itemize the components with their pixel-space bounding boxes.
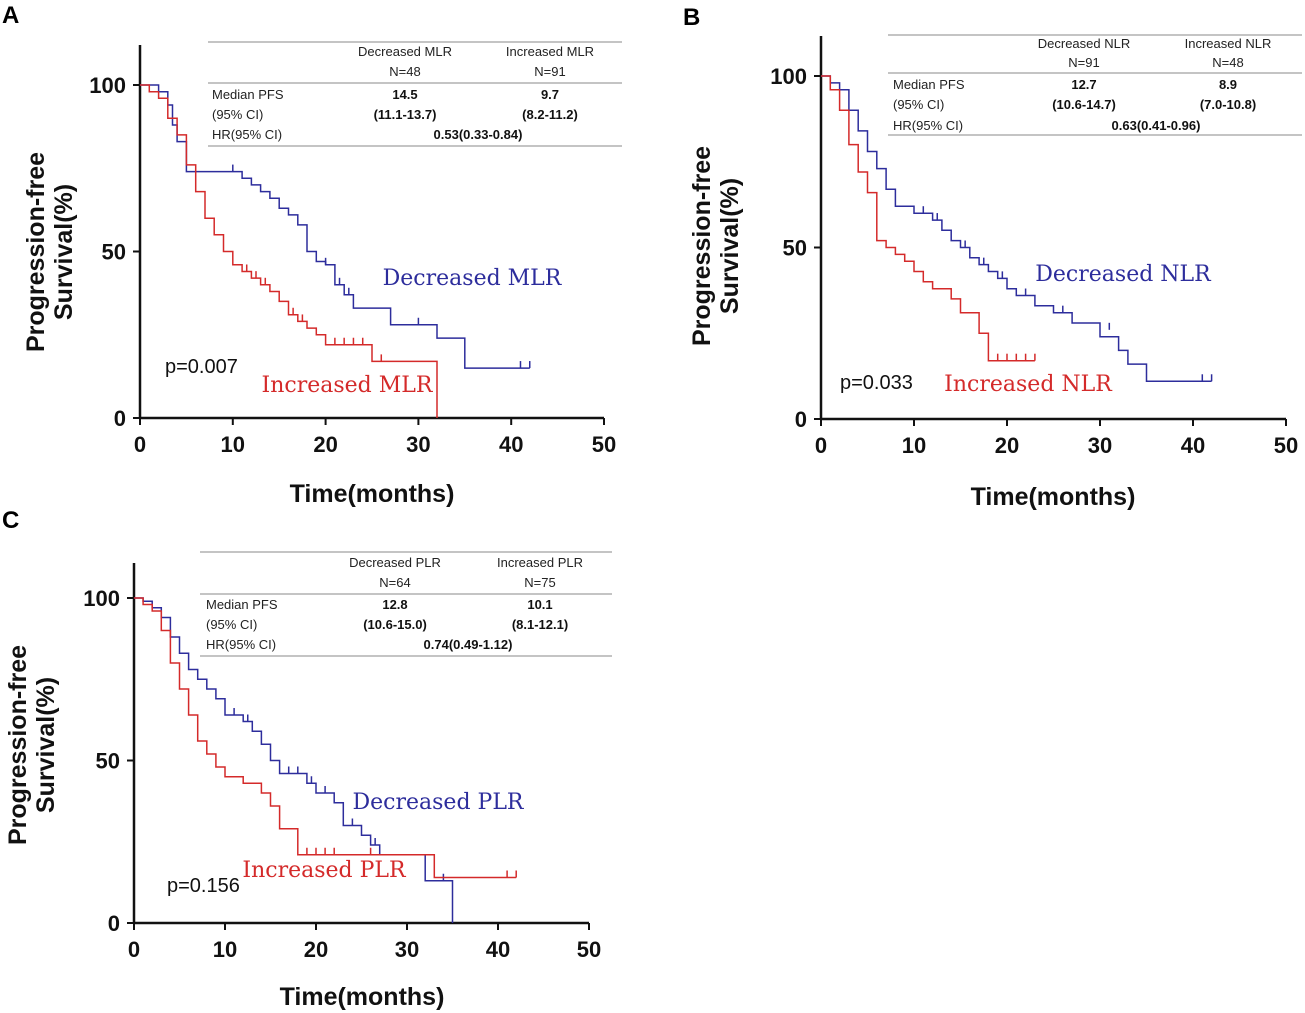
table-row3-label: HR(95% CI) bbox=[893, 118, 963, 133]
km-chart-b: 0 10 20 30 40 50 0 50 100 Time(months) Progressi… bbox=[688, 34, 1302, 511]
label-decreased: Decreased MLR bbox=[383, 266, 563, 291]
table-col1-head: Decreased PLR bbox=[349, 555, 441, 570]
table-row2-v2: (7.0-10.8) bbox=[1200, 97, 1256, 112]
y-axis-title-line1: Progression-free bbox=[4, 645, 32, 845]
y-tick-label: 50 bbox=[96, 749, 120, 774]
ticks-group: 0 10 20 30 40 50 0 50 100 bbox=[89, 73, 616, 457]
y-tick-label: 50 bbox=[102, 240, 126, 265]
curves-group bbox=[134, 597, 517, 923]
table-row1-label: Median PFS bbox=[206, 597, 278, 612]
x-tick-label: 10 bbox=[902, 433, 926, 458]
x-tick-label: 0 bbox=[128, 937, 140, 962]
table-row2-v1: (11.1-13.7) bbox=[374, 107, 437, 122]
table-row1-v2: 10.1 bbox=[527, 597, 552, 612]
km-chart-a: 0 10 20 30 40 50 0 50 100 Time(months) Progressi… bbox=[22, 41, 622, 508]
x-tick-label: 50 bbox=[577, 937, 601, 962]
panel-c: C 0 10 20 30 40 50 0 50 100 Time(months) Progres… bbox=[0, 505, 640, 1013]
curve-increased-mlr bbox=[140, 84, 438, 418]
x-tick-label: 10 bbox=[213, 937, 237, 962]
table-col1-head: Decreased NLR bbox=[1038, 36, 1131, 51]
table-row3-label: HR(95% CI) bbox=[206, 637, 276, 652]
x-tick-label: 30 bbox=[406, 432, 430, 457]
x-tick-label: 50 bbox=[592, 432, 616, 457]
table-col1-head: Decreased MLR bbox=[358, 44, 452, 59]
y-tick-label: 100 bbox=[83, 586, 120, 611]
x-tick-label: 20 bbox=[304, 937, 328, 962]
ticks-group: 0 10 20 30 40 50 0 50 100 bbox=[83, 586, 601, 962]
km-chart-c: 0 10 20 30 40 50 0 50 100 Time(months) Progressi… bbox=[4, 551, 612, 1011]
table-row2-v1: (10.6-14.7) bbox=[1052, 97, 1116, 112]
panel-letter: B bbox=[683, 4, 701, 31]
table-row2-v2: (8.1-12.1) bbox=[512, 617, 568, 632]
x-tick-label: 40 bbox=[499, 432, 523, 457]
table-row2-label: (95% CI) bbox=[212, 107, 263, 122]
table-row2-label: (95% CI) bbox=[893, 97, 944, 112]
table-row1-v2: 8.9 bbox=[1219, 77, 1237, 92]
x-tick-label: 40 bbox=[1181, 433, 1205, 458]
table-row3-value: 0.74(0.49-1.12) bbox=[424, 637, 513, 652]
table-col1-n: N=64 bbox=[379, 575, 410, 590]
x-tick-label: 20 bbox=[313, 432, 337, 457]
table-col2-head: Increased PLR bbox=[497, 555, 583, 570]
table-col2-head: Increased MLR bbox=[506, 44, 594, 59]
table-row2-v2: (8.2-11.2) bbox=[522, 107, 578, 122]
x-tick-label: 10 bbox=[221, 432, 245, 457]
y-tick-label: 100 bbox=[770, 64, 807, 89]
x-tick-label: 50 bbox=[1274, 433, 1298, 458]
curve-increased-nlr bbox=[821, 75, 1035, 362]
table-row2-label: (95% CI) bbox=[206, 617, 257, 632]
p-value: p=0.007 bbox=[165, 356, 238, 378]
table-col2-n: N=75 bbox=[524, 575, 555, 590]
p-value: p=0.033 bbox=[840, 372, 913, 394]
y-tick-label: 100 bbox=[89, 73, 126, 98]
x-tick-label: 0 bbox=[134, 432, 146, 457]
table-row1-v1: 14.5 bbox=[392, 87, 417, 102]
panel-a: A 0 10 20 30 40 50 0 50 100 Time(months) Progres… bbox=[0, 0, 640, 510]
curves-group bbox=[821, 75, 1213, 383]
x-axis-title: Time(months) bbox=[290, 480, 455, 508]
table-row3-label: HR(95% CI) bbox=[212, 127, 282, 142]
curves-group bbox=[140, 84, 531, 418]
table-col2-n: N=91 bbox=[534, 64, 565, 79]
y-tick-label: 0 bbox=[795, 407, 807, 432]
x-axis-title: Time(months) bbox=[971, 483, 1136, 511]
y-tick-label: 50 bbox=[783, 236, 807, 261]
table-row1-v1: 12.8 bbox=[382, 597, 407, 612]
y-axis-title-line1: Progression-free bbox=[688, 146, 716, 346]
label-increased: Increased PLR bbox=[242, 858, 407, 883]
y-axis-title-line1: Progression-free bbox=[22, 152, 50, 352]
y-axis-title-line2: Survival(%) bbox=[716, 178, 744, 314]
panel-letter: C bbox=[2, 507, 20, 534]
table-col1-n: N=91 bbox=[1068, 55, 1099, 70]
table-col1-n: N=48 bbox=[389, 64, 420, 79]
x-tick-label: 0 bbox=[815, 433, 827, 458]
panel-b: B 0 10 20 30 40 50 0 50 100 Time(months) Progres… bbox=[680, 0, 1305, 520]
x-axis-title: Time(months) bbox=[280, 983, 445, 1011]
x-tick-label: 40 bbox=[486, 937, 510, 962]
ticks-group: 0 10 20 30 40 50 0 50 100 bbox=[770, 64, 1298, 458]
table-col2-n: N=48 bbox=[1212, 55, 1243, 70]
table-row1-v2: 9.7 bbox=[541, 87, 559, 102]
y-tick-label: 0 bbox=[114, 406, 126, 431]
x-tick-label: 30 bbox=[395, 937, 419, 962]
table-row1-v1: 12.7 bbox=[1071, 77, 1096, 92]
label-increased: Increased MLR bbox=[262, 373, 434, 398]
y-tick-label: 0 bbox=[108, 911, 120, 936]
y-axis-title-line2: Survival(%) bbox=[50, 184, 78, 320]
curve-increased-plr bbox=[134, 597, 517, 879]
table-col2-head: Increased NLR bbox=[1185, 36, 1272, 51]
table-row1-label: Median PFS bbox=[893, 77, 965, 92]
x-tick-label: 30 bbox=[1088, 433, 1112, 458]
y-axis-title-line2: Survival(%) bbox=[32, 677, 60, 813]
table-row2-v1: (10.6-15.0) bbox=[363, 617, 427, 632]
table-row3-value: 0.63(0.41-0.96) bbox=[1112, 118, 1201, 133]
table-row1-label: Median PFS bbox=[212, 87, 284, 102]
label-decreased: Decreased PLR bbox=[353, 790, 525, 815]
panel-letter: A bbox=[2, 2, 20, 29]
label-decreased: Decreased NLR bbox=[1035, 262, 1212, 287]
p-value: p=0.156 bbox=[167, 875, 240, 897]
x-tick-label: 20 bbox=[995, 433, 1019, 458]
table-row3-value: 0.53(0.33-0.84) bbox=[434, 127, 523, 142]
label-increased: Increased NLR bbox=[944, 372, 1113, 397]
